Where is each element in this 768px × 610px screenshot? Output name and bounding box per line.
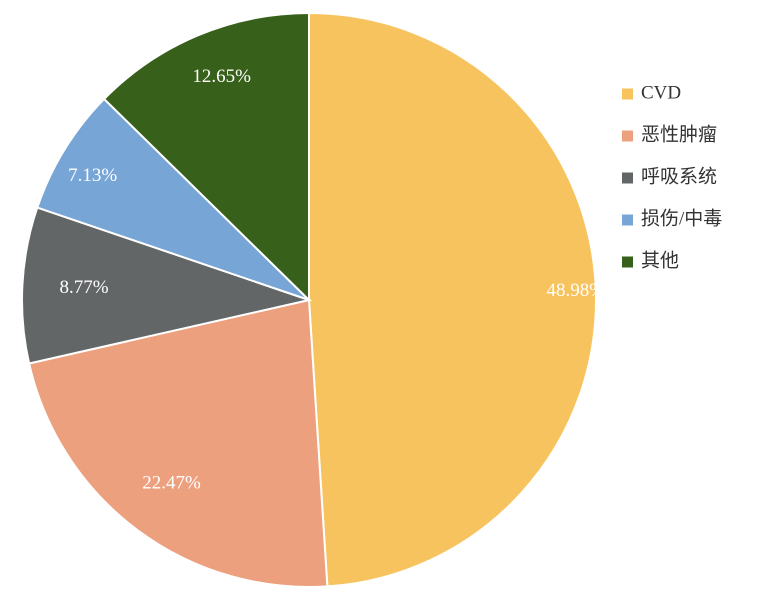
slice-value-label: 48.98% — [546, 280, 605, 301]
pie-slice-1 — [308, 11, 597, 588]
legend-swatch — [622, 256, 633, 268]
slice-value-label: 12.65% — [192, 66, 251, 87]
legend-swatch — [622, 88, 633, 100]
pie-value-labels: 48.98% 22.47% 8.77% 7.13% 12.65% — [60, 66, 606, 493]
pie-slices — [21, 11, 597, 588]
legend-swatch — [622, 172, 633, 184]
legend-label: 呼吸系统 — [641, 165, 717, 187]
pie-slice-5 — [102, 11, 310, 303]
legend-label: CVD — [641, 82, 681, 103]
legend-label: 恶性肿瘤 — [641, 123, 717, 145]
legend-swatch — [622, 130, 633, 142]
legend-swatch — [622, 214, 633, 226]
slice-value-label: 8.77% — [60, 277, 109, 298]
slice-value-label: 22.47% — [142, 472, 201, 493]
pie-slice-4 — [36, 97, 310, 301]
legend-label: 损伤/中毒 — [641, 207, 722, 229]
pie-slice-3 — [21, 206, 313, 365]
pie-slice-2 — [27, 298, 329, 588]
slice-value-label: 7.13% — [68, 165, 117, 186]
legend-label: 其他 — [641, 249, 679, 271]
